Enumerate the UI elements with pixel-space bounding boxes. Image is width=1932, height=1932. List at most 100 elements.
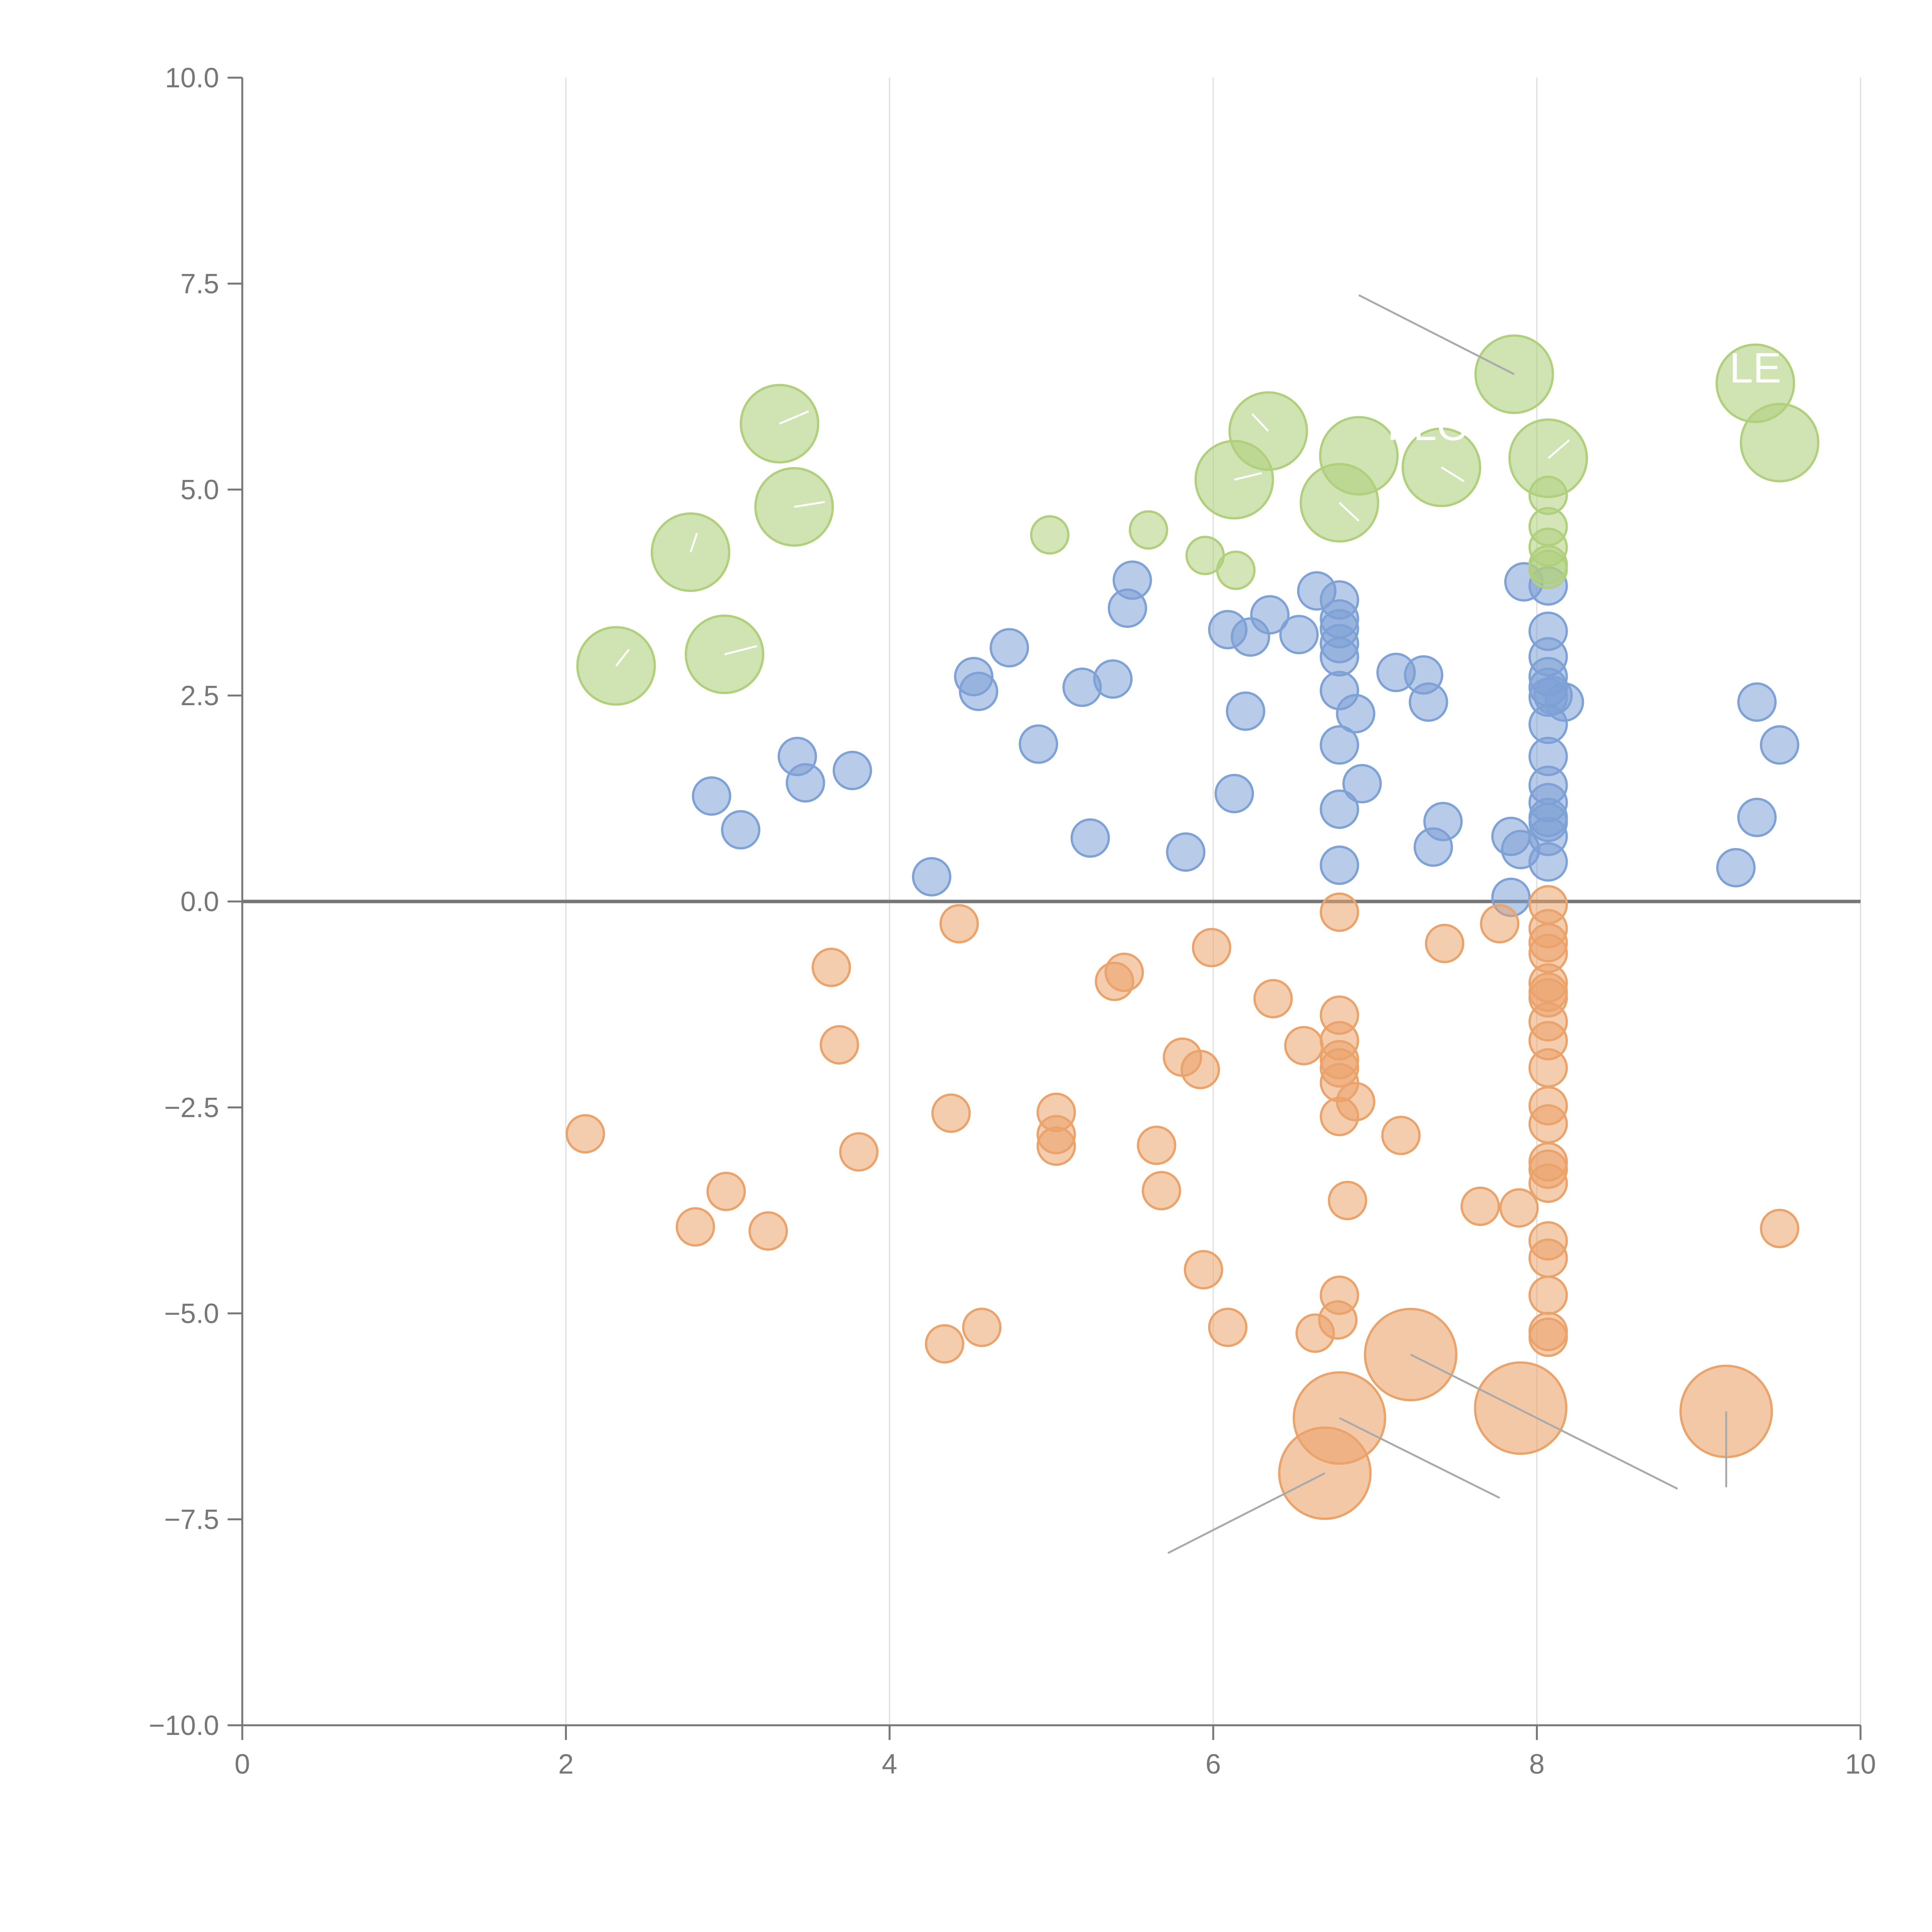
green-point xyxy=(1129,510,1168,550)
orange-point xyxy=(1499,1188,1539,1228)
blue-point xyxy=(1716,848,1756,888)
orange-point xyxy=(1141,1171,1181,1211)
leader-line xyxy=(1410,1354,1678,1490)
bubble-tick xyxy=(724,645,757,655)
labeled-bubble xyxy=(1740,403,1820,483)
bubble-annotation: FLO xyxy=(1387,402,1470,449)
annotations: ... FLO N LE xyxy=(615,294,1782,1554)
blue-point xyxy=(1760,725,1799,765)
bubble-tick xyxy=(779,410,809,425)
green-point xyxy=(1030,515,1070,555)
x-tick-label: 4 xyxy=(882,1749,897,1780)
y-tick-label: −5.0 xyxy=(164,1298,219,1329)
bubble-tick xyxy=(615,649,630,667)
orange-point xyxy=(1328,1180,1367,1220)
blue-point xyxy=(912,857,952,897)
orange-point xyxy=(1528,1163,1568,1203)
orange-point xyxy=(706,1172,746,1211)
leader-line xyxy=(1167,1472,1325,1554)
orange-point xyxy=(820,1025,859,1065)
orange-point xyxy=(1320,1276,1359,1315)
blue-point xyxy=(1737,798,1777,837)
orange-point xyxy=(1528,1276,1568,1315)
y-tick-label: −7.5 xyxy=(164,1504,219,1535)
blue-point xyxy=(1250,595,1290,635)
orange-point xyxy=(811,947,851,987)
orange-point xyxy=(1460,1186,1500,1226)
orange-point xyxy=(1192,928,1231,968)
orange-point xyxy=(748,1211,788,1251)
labeled-bubbles xyxy=(576,334,1820,1520)
blue-point xyxy=(1544,682,1584,722)
blue-point xyxy=(832,751,872,791)
blue-point xyxy=(1226,691,1265,731)
orange-point xyxy=(675,1207,715,1247)
blue-point xyxy=(1408,682,1448,722)
bubble-tick xyxy=(794,501,825,508)
x-tick-label: 8 xyxy=(1529,1749,1544,1780)
blue-point xyxy=(1423,802,1463,842)
blue-point xyxy=(721,810,760,850)
orange-point xyxy=(1760,1209,1799,1248)
leader-line xyxy=(1358,294,1515,375)
x-tick-label: 10 xyxy=(1845,1749,1876,1780)
x-tick-label: 2 xyxy=(558,1749,574,1780)
labeled-bubble xyxy=(1474,1361,1568,1455)
axes: 0 2 4 6 8 10 10.0 7.5 5.0 2.5 0.0 −2.5 −5.0 −7.5 −10.0 xyxy=(149,63,1876,1780)
bubble-annotation: ... xyxy=(1110,450,1145,497)
blue-point xyxy=(1166,832,1206,872)
y-tick-label: −10.0 xyxy=(149,1710,219,1741)
blue-point xyxy=(786,763,825,803)
bubble-tick xyxy=(1234,472,1262,481)
labeled-bubble xyxy=(1508,418,1588,498)
bubble-annotation: N xyxy=(1426,558,1457,606)
orange-point xyxy=(1336,1082,1376,1122)
orange-point xyxy=(1208,1308,1248,1347)
orange-point xyxy=(939,904,979,944)
orange-point xyxy=(1137,1126,1177,1165)
blue-point xyxy=(1528,842,1568,882)
bubble-tick xyxy=(689,533,698,553)
orange-point xyxy=(1381,1116,1421,1155)
blue-point xyxy=(1737,682,1777,722)
orange-point xyxy=(1425,923,1464,963)
orange-point xyxy=(1184,1250,1223,1290)
x-tick-label: 0 xyxy=(235,1749,250,1780)
orange-point xyxy=(1320,892,1359,932)
y-tick-label: 7.5 xyxy=(180,269,219,299)
orange-point xyxy=(1253,979,1293,1019)
orange-point xyxy=(1284,1026,1324,1066)
blue-point xyxy=(692,776,731,816)
bubble-tick xyxy=(1440,466,1465,482)
blue-point xyxy=(1070,818,1110,858)
y-tick-label: 5.0 xyxy=(180,474,219,505)
green-point xyxy=(1528,549,1568,589)
blue-point xyxy=(1320,725,1359,765)
blue-point xyxy=(1214,774,1254,813)
blue-point xyxy=(1336,694,1376,733)
blue-point xyxy=(1093,659,1133,699)
orange-point xyxy=(925,1324,964,1364)
data-points xyxy=(565,475,1799,1364)
blue-point xyxy=(990,628,1029,668)
leader-line xyxy=(1339,1417,1500,1499)
orange-point xyxy=(1528,1238,1568,1278)
blue-point xyxy=(1320,845,1359,885)
green-point xyxy=(1216,550,1256,590)
y-tick-label: 0.0 xyxy=(180,886,219,917)
orange-point xyxy=(1104,952,1144,992)
orange-point xyxy=(565,1114,605,1154)
y-tick-label: 10.0 xyxy=(165,63,219,94)
bubble-annotation: LE xyxy=(1730,344,1782,392)
bubble-tick xyxy=(1251,413,1269,432)
orange-point xyxy=(1036,1126,1076,1166)
bubble-tick xyxy=(1548,439,1570,459)
orange-point xyxy=(962,1308,1002,1347)
blue-point xyxy=(1342,764,1382,804)
orange-point xyxy=(1480,904,1520,944)
orange-point xyxy=(1528,1317,1568,1357)
orange-point xyxy=(1528,1048,1568,1088)
blue-point xyxy=(1320,789,1359,829)
y-tick-label: 2.5 xyxy=(180,680,219,711)
